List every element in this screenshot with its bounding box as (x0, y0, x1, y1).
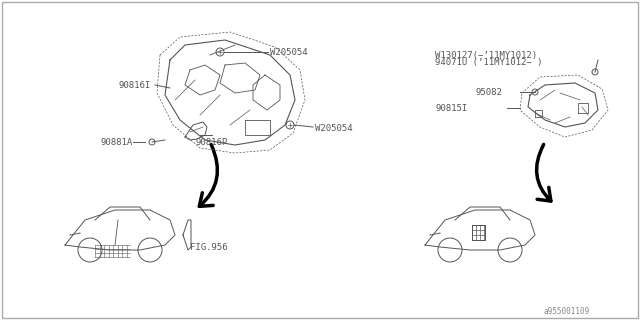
Text: 95082: 95082 (475, 87, 502, 97)
Text: W130127(−’11MY1012): W130127(−’11MY1012) (435, 51, 537, 60)
Text: W205054: W205054 (315, 124, 353, 132)
FancyArrowPatch shape (536, 144, 551, 201)
Text: 94071U (’11MY1012− ): 94071U (’11MY1012− ) (435, 58, 543, 67)
Text: W205054: W205054 (270, 47, 308, 57)
Text: 90815I: 90815I (435, 103, 467, 113)
Text: 90816I: 90816I (118, 81, 150, 90)
Text: 90881A: 90881A (100, 138, 132, 147)
Text: a955001109: a955001109 (544, 308, 590, 316)
Text: 90816P: 90816P (195, 138, 227, 147)
FancyArrowPatch shape (199, 145, 218, 206)
Text: FIG.956: FIG.956 (190, 244, 228, 252)
